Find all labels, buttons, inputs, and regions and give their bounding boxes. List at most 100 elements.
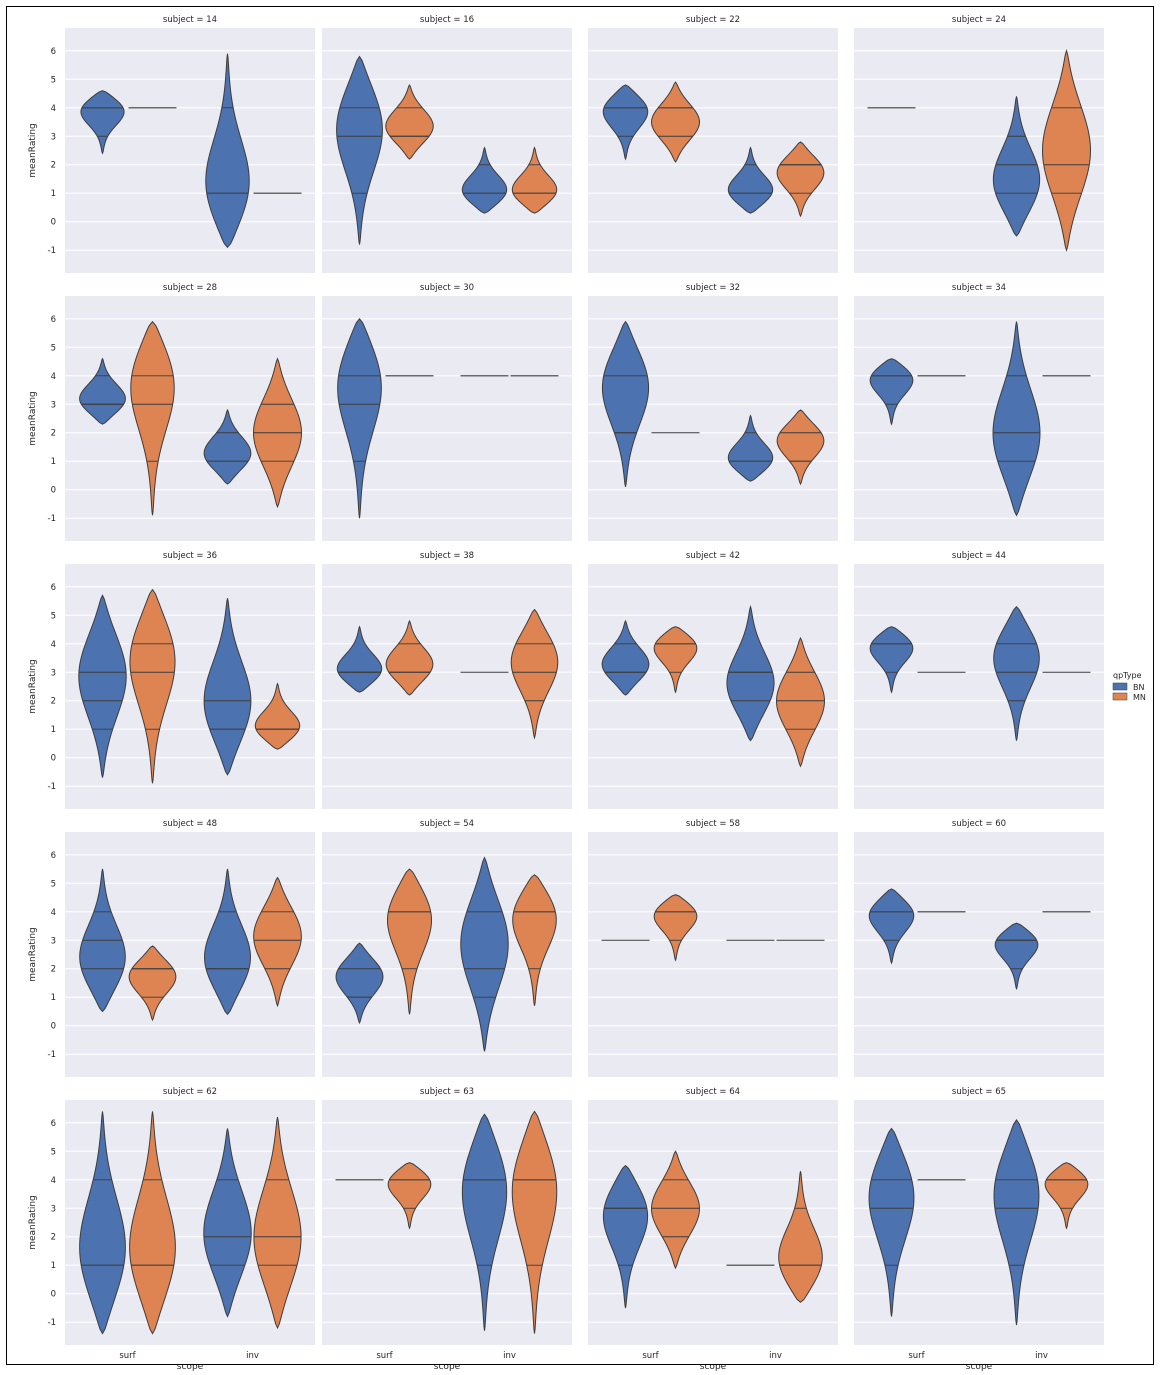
y-tick-label: 2 [51, 1233, 56, 1243]
violin-body [602, 1164, 649, 1309]
violin-body [79, 1111, 126, 1335]
facet-title: subject = 58 [686, 819, 740, 829]
violin-body [601, 320, 650, 487]
y-tick-label: -1 [48, 514, 56, 524]
facet-title: subject = 14 [163, 15, 217, 25]
legend-swatch [1112, 682, 1128, 691]
panel-background [65, 28, 315, 273]
violin-body [601, 619, 650, 696]
facet-title: subject = 60 [952, 819, 1006, 829]
facet-title: subject = 38 [420, 551, 474, 561]
facet-title: subject = 54 [420, 819, 474, 829]
violin-body [386, 868, 433, 1015]
violin-body [653, 626, 698, 694]
facet-panel: subject = 48 -1 0 1 2 3 4 5 6 meanRating [28, 819, 315, 1077]
panel-background [854, 564, 1104, 809]
y-tick-label: 0 [51, 1290, 56, 1300]
x-axis-label: scope [434, 1362, 461, 1371]
x-tick-label: inv [769, 1351, 782, 1361]
panel-background [854, 832, 1104, 1077]
facet-panel: subject = 63 surf inv scope [322, 1087, 572, 1372]
x-tick-label: surf [376, 1351, 393, 1361]
facet-panel: subject = 62 -1 0 1 2 3 4 5 6 meanRating surf inv sc… [28, 1087, 315, 1372]
facet-panel: subject = 24 [854, 15, 1104, 273]
violin-body [653, 894, 698, 962]
facet-panel: subject = 38 [322, 551, 572, 809]
facet-title: subject = 64 [686, 1087, 740, 1097]
facet-title: subject = 62 [163, 1087, 217, 1097]
violin-body [336, 625, 383, 693]
y-tick-label: 3 [51, 668, 56, 678]
facet-panel: subject = 30 [322, 283, 572, 541]
violin-body [1044, 1162, 1089, 1230]
x-axis-label: scope [700, 1362, 727, 1371]
panel-background [588, 832, 838, 1077]
facet-panel: subject = 14 -1 0 1 2 3 4 5 6 meanRating [28, 15, 315, 273]
x-tick-label: surf [908, 1351, 925, 1361]
violin-body [869, 626, 914, 694]
x-tick-label: inv [1035, 1351, 1048, 1361]
violin-body [869, 358, 914, 426]
violin-body [253, 876, 302, 1008]
violin-body [204, 868, 251, 1016]
facet-panel: subject = 58 [588, 819, 838, 1077]
facet-title: subject = 36 [163, 551, 217, 561]
violin-body [205, 53, 250, 249]
y-tick-label: 5 [51, 611, 56, 621]
violin-body [602, 84, 649, 161]
facet-panel: subject = 64 surf inv scope [588, 1087, 838, 1372]
y-tick-label: 6 [51, 1119, 56, 1129]
facet-title: subject = 32 [686, 283, 740, 293]
legend-label: MN [1133, 693, 1146, 702]
facet-panel: subject = 34 [854, 283, 1104, 541]
violin-body [461, 1113, 508, 1331]
violin-body [651, 1150, 700, 1270]
y-tick-label: 1 [51, 725, 56, 735]
violin-body [868, 1127, 915, 1317]
y-axis-label: meanRating [28, 123, 38, 178]
x-axis-label: scope [177, 1362, 204, 1371]
facet-panel: subject = 28 -1 0 1 2 3 4 5 6 meanRating [28, 283, 315, 541]
y-tick-label: -1 [48, 246, 56, 256]
y-tick-label: -1 [48, 1050, 56, 1060]
violin-body [203, 598, 252, 776]
y-tick-label: 2 [51, 429, 56, 439]
facet-panel: subject = 22 [588, 15, 838, 273]
y-tick-label: 5 [51, 1147, 56, 1157]
y-tick-label: 3 [51, 1204, 56, 1214]
violin-body [337, 317, 382, 519]
y-tick-label: 1 [51, 189, 56, 199]
facet-title: subject = 28 [163, 283, 217, 293]
y-tick-label: 0 [51, 486, 56, 496]
facet-panel: subject = 65 surf inv scope [854, 1087, 1104, 1372]
facet-title: subject = 44 [952, 551, 1006, 561]
y-tick-label: 4 [51, 1176, 56, 1186]
violin-body [994, 922, 1039, 991]
facet-title: subject = 65 [952, 1087, 1006, 1097]
facet-panel: subject = 42 [588, 551, 838, 809]
facet-panel: subject = 32 [588, 283, 838, 541]
violin-body [727, 146, 774, 214]
facet-panel: subject = 16 [322, 15, 572, 273]
y-tick-label: 2 [51, 161, 56, 171]
y-tick-label: 4 [51, 372, 56, 382]
facet-title: subject = 22 [686, 15, 740, 25]
y-tick-label: -1 [48, 782, 56, 792]
violin-body [993, 1119, 1040, 1326]
violin-body [992, 321, 1041, 517]
violin-body [78, 594, 127, 778]
violin-body [129, 1111, 176, 1335]
violin-body [385, 619, 434, 696]
violin-body [387, 1162, 432, 1230]
x-tick-label: surf [642, 1351, 659, 1361]
panel-background [854, 296, 1104, 541]
violin-body [993, 606, 1040, 741]
y-tick-label: 1 [51, 1261, 56, 1271]
violin-body [336, 55, 383, 245]
y-axis-label: meanRating [28, 659, 38, 714]
facet-title: subject = 63 [420, 1087, 474, 1097]
x-tick-label: inv [246, 1351, 259, 1361]
y-tick-label: 4 [51, 104, 56, 114]
